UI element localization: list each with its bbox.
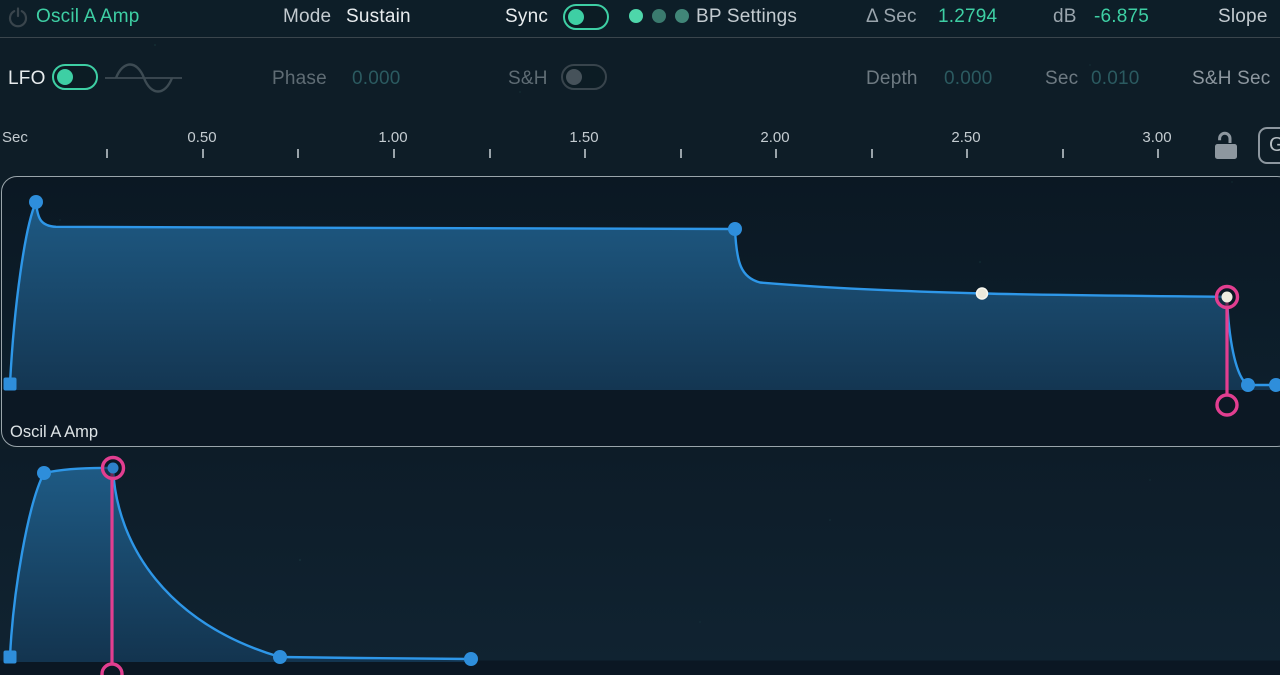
ruler-tick xyxy=(201,149,204,158)
ruler-tick xyxy=(105,149,108,158)
ruler-tick-label: 2.50 xyxy=(951,129,981,146)
db-label: dB xyxy=(1053,6,1077,27)
breakpoint-end[interactable] xyxy=(1269,378,1280,392)
lfo-toggle[interactable] xyxy=(52,64,98,90)
ruler-tick xyxy=(393,149,395,158)
breakpoint-attack[interactable] xyxy=(37,466,51,480)
envelope-editor-secondary[interactable] xyxy=(0,449,1280,675)
envelope-name-label: Oscil A Amp xyxy=(10,423,99,441)
bp-dot-2[interactable] xyxy=(652,9,666,23)
mode-label: Mode xyxy=(283,6,332,27)
sync-toggle[interactable] xyxy=(563,4,609,30)
ruler-tick xyxy=(966,149,968,158)
sh-toggle[interactable] xyxy=(561,64,607,90)
selected-breakpoint[interactable] xyxy=(1221,291,1233,303)
selected-offset-handle[interactable] xyxy=(1215,393,1239,417)
breakpoint-release[interactable] xyxy=(1241,378,1255,392)
phase-label: Phase xyxy=(272,68,327,89)
sync-toggle-knob xyxy=(568,9,584,25)
lfo-label: LFO xyxy=(8,68,46,89)
header-bar: Oscil A Amp Mode Sustain Sync BP Setting… xyxy=(0,0,1280,37)
delta-sec-label: Δ Sec xyxy=(866,6,917,27)
start-handle[interactable] xyxy=(3,377,17,391)
mode-value[interactable]: Sustain xyxy=(346,6,411,27)
breakpoint-decay-end[interactable] xyxy=(273,650,287,664)
ruler-tick-label: 0.50 xyxy=(187,129,217,146)
envelope-curve xyxy=(8,200,1279,387)
selected-offset-handle[interactable] xyxy=(100,662,124,675)
envelope-title: Oscil A Amp xyxy=(36,6,140,27)
depth-label: Depth xyxy=(866,68,918,89)
ruler-tick-label: 1.50 xyxy=(569,129,599,146)
ruler-tick-label: 1.00 xyxy=(378,129,408,146)
zoom-button[interactable]: G xyxy=(1258,127,1280,164)
breakpoint-end[interactable] xyxy=(464,652,478,666)
breakpoint-attack-peak[interactable] xyxy=(29,195,43,209)
lfo-sec-value[interactable]: 0.010 xyxy=(1091,68,1140,89)
sh-label: S&H xyxy=(508,68,548,89)
breakpoint-sustain[interactable] xyxy=(728,222,742,236)
sync-label: Sync xyxy=(505,6,549,27)
envelope-curve xyxy=(8,466,473,661)
loop-marker[interactable] xyxy=(975,287,989,300)
lfo-sec-label: Sec xyxy=(1045,68,1079,89)
lfo-sine-wave-icon[interactable] xyxy=(102,58,186,98)
ruler-tick xyxy=(775,149,777,158)
ruler-tick xyxy=(297,149,299,158)
sh-toggle-knob xyxy=(566,69,582,85)
ruler-tick xyxy=(488,149,491,158)
bp-settings-button[interactable]: BP Settings xyxy=(696,6,798,27)
db-value[interactable]: -6.875 xyxy=(1094,6,1150,27)
ruler-tick-label: 3.00 xyxy=(1142,129,1172,146)
ruler-tick xyxy=(584,149,586,158)
selected-breakpoint[interactable] xyxy=(107,462,119,474)
ruler-tick xyxy=(1157,149,1159,158)
ruler-tick xyxy=(679,149,682,158)
envelope-editor-main[interactable] xyxy=(0,176,1280,447)
envelope-fill xyxy=(10,467,471,662)
sh-sec-label: S&H Sec xyxy=(1192,68,1271,89)
phase-value[interactable]: 0.000 xyxy=(352,68,401,89)
delta-sec-value[interactable]: 1.2794 xyxy=(938,6,998,27)
slope-label: Slope xyxy=(1218,6,1268,27)
ruler-tick-label: 2.00 xyxy=(760,129,790,146)
depth-value[interactable]: 0.000 xyxy=(944,68,993,89)
ruler-tick xyxy=(870,149,873,158)
header-divider xyxy=(0,37,1280,38)
bp-dot-3[interactable] xyxy=(675,9,689,23)
zoom-button-glyph: G xyxy=(1269,134,1280,156)
lfo-toggle-knob xyxy=(57,69,73,85)
lock-icon[interactable] xyxy=(1213,130,1239,160)
start-handle[interactable] xyxy=(3,650,17,664)
ruler-unit-label: Sec xyxy=(2,129,28,146)
envelope-fill xyxy=(10,202,1277,390)
ruler-tick xyxy=(1061,149,1064,158)
power-icon[interactable] xyxy=(7,6,29,28)
bp-dot-1[interactable] xyxy=(629,9,643,23)
